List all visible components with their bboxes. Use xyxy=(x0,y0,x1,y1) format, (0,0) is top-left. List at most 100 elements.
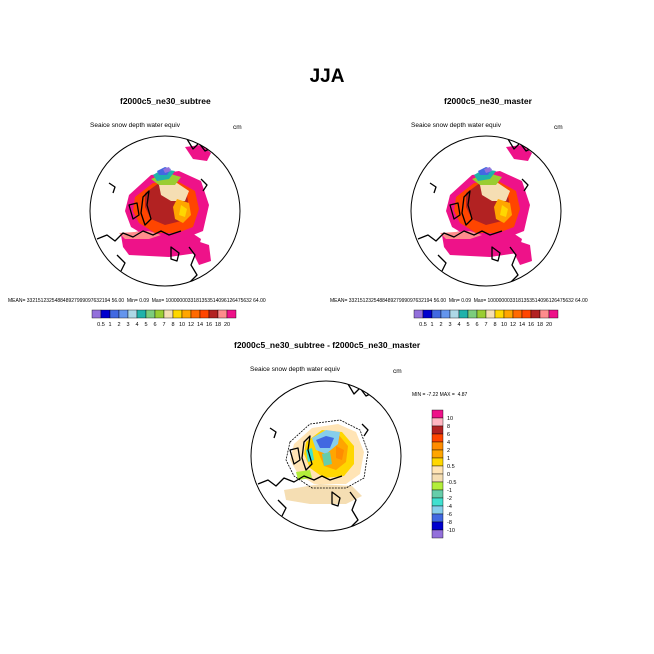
colorbar-swatch xyxy=(199,309,210,319)
colorbar-tick-label: -0.5 xyxy=(447,480,456,486)
panel3-max-label: MAX = xyxy=(439,392,455,398)
colorbar-tick-label: 3 xyxy=(126,322,129,328)
colorbar-swatch xyxy=(431,529,444,539)
colorbar-swatch xyxy=(181,309,192,319)
colorbar-tick-label: 6 xyxy=(475,322,478,328)
colorbar-tick-label: 16 xyxy=(206,322,212,328)
colorbar-swatch xyxy=(485,309,496,319)
colorbar-tick-label: 0 xyxy=(447,472,450,478)
colorbar-swatch xyxy=(530,309,541,319)
panel1-title: f2000c5_ne30_subtree xyxy=(120,96,211,106)
colorbar-swatch xyxy=(521,309,532,319)
colorbar-tick-label: 1 xyxy=(447,456,450,462)
colorbar-swatch xyxy=(163,309,174,319)
colorbar-swatch xyxy=(109,309,120,319)
colorbar-tick-label: 4 xyxy=(135,322,138,328)
colorbar-swatch xyxy=(172,309,183,319)
panel1-min-label: Min= xyxy=(126,298,138,304)
panel2-max-value: 1000000033181353514096126475632 64.00 xyxy=(487,298,588,304)
colorbar-swatch xyxy=(91,309,102,319)
colorbar-swatch xyxy=(118,309,129,319)
colorbar-swatch xyxy=(458,309,469,319)
colorbar-tick-label: 10 xyxy=(501,322,507,328)
colorbar-swatch xyxy=(512,309,523,319)
panel3-units: cm xyxy=(393,368,402,375)
panel1-mean-label: MEAN= xyxy=(8,298,26,304)
colorbar-tick-label: 1 xyxy=(108,322,111,328)
panel3-minmax: MIN = -7.22 MAX = 4.87 xyxy=(412,392,467,398)
colorbar-swatch xyxy=(208,309,219,319)
colorbar-swatch xyxy=(226,309,237,319)
colorbar-swatch xyxy=(503,309,514,319)
colorbar-tick-label: -2 xyxy=(447,496,452,502)
colorbar-tick-label: 4 xyxy=(457,322,460,328)
colorbar-tick-label: 20 xyxy=(224,322,230,328)
panel1-sea-ice-field xyxy=(119,145,211,265)
colorbar-swatch xyxy=(431,489,444,499)
colorbar-swatch xyxy=(422,309,433,319)
panel2-map xyxy=(410,135,562,287)
colorbar-swatch xyxy=(431,505,444,515)
colorbar-tick-label: 1 xyxy=(430,322,433,328)
colorbar-tick-label: 2 xyxy=(117,322,120,328)
colorbar-tick-label: -6 xyxy=(447,512,452,518)
colorbar-swatch xyxy=(440,309,451,319)
colorbar-swatch xyxy=(431,409,444,419)
colorbar-tick-label: -10 xyxy=(447,528,455,534)
colorbar-swatch xyxy=(127,309,138,319)
colorbar-swatch xyxy=(431,481,444,491)
colorbar-swatch xyxy=(539,309,550,319)
panel2-mean-label: MEAN= xyxy=(330,298,348,304)
colorbar-tick-label: 8 xyxy=(493,322,496,328)
panel2-title: f2000c5_ne30_master xyxy=(444,96,532,106)
colorbar-swatch xyxy=(190,309,201,319)
colorbar-tick-label: 7 xyxy=(484,322,487,328)
colorbar-swatch xyxy=(431,425,444,435)
colorbar-tick-label: 18 xyxy=(537,322,543,328)
panel1-min-value: 0.09 xyxy=(139,298,149,304)
panel2-min-label: Min= xyxy=(448,298,460,304)
colorbar-swatch xyxy=(431,465,444,475)
colorbar-tick-label: 16 xyxy=(528,322,534,328)
panel3-title: f2000c5_ne30_subtree - f2000c5_ne30_mast… xyxy=(234,340,421,350)
colorbar-swatch xyxy=(494,309,505,319)
colorbar-swatch xyxy=(431,417,444,427)
colorbar-tick-label: 10 xyxy=(447,416,453,422)
colorbar-tick-label: 4 xyxy=(447,440,450,446)
panel1-max-label: Max= xyxy=(151,298,165,304)
panel3-max-value: 4.87 xyxy=(457,392,468,398)
panel3-colorbar: 10 8 6 4 2 1 0.5 0 -0.5 -1 -2 -4 -6 -8 -10 xyxy=(431,409,456,539)
panel3-min-value: -7.22 xyxy=(426,392,439,398)
colorbar-tick-label: 8 xyxy=(171,322,174,328)
colorbar-swatch xyxy=(431,441,444,451)
colorbar-tick-label: 3 xyxy=(448,322,451,328)
panel3-difference-field xyxy=(284,424,364,504)
colorbar-tick-label: 6 xyxy=(153,322,156,328)
colorbar-swatch xyxy=(431,497,444,507)
panel1-map xyxy=(89,135,241,287)
colorbar-tick-label: 0.5 xyxy=(97,322,105,328)
colorbar-tick-label: 6 xyxy=(447,432,450,438)
colorbar-swatch xyxy=(431,473,444,483)
colorbar-swatch xyxy=(431,309,442,319)
colorbar-tick-label: 2 xyxy=(439,322,442,328)
colorbar-tick-label: 18 xyxy=(215,322,221,328)
colorbar-tick-label: 20 xyxy=(546,322,552,328)
colorbar-swatch xyxy=(217,309,228,319)
colorbar-tick-label: 0.5 xyxy=(419,322,427,328)
colorbar-tick-label: 8 xyxy=(447,424,450,430)
colorbar-tick-label: 10 xyxy=(179,322,185,328)
colorbar-tick-label: 5 xyxy=(144,322,147,328)
panel2-variable: Seaice snow depth water equiv xyxy=(411,122,501,129)
colorbar-swatch xyxy=(449,309,460,319)
colorbar-swatch xyxy=(548,309,559,319)
colorbar-tick-label: 0.5 xyxy=(447,464,455,470)
colorbar-swatch xyxy=(100,309,111,319)
colorbar-swatch xyxy=(431,513,444,523)
panel1-max-value: 1000000033181353514096126475632 64.00 xyxy=(165,298,266,304)
panel3-map xyxy=(250,380,402,532)
colorbar-swatch xyxy=(431,521,444,531)
panel1-coastlines xyxy=(96,138,226,284)
panel1-units: cm xyxy=(233,124,242,131)
panel2-colorbar: 0.5 1 2 3 4 5 6 7 8 10 12 14 16 18 20 xyxy=(413,309,559,328)
